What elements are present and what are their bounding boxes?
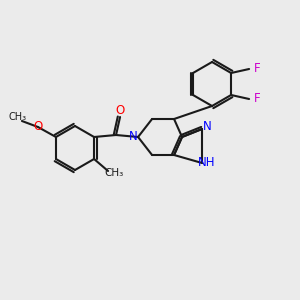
Text: O: O <box>116 104 125 118</box>
Text: NH: NH <box>198 157 216 169</box>
Text: CH₃: CH₃ <box>104 168 124 178</box>
Text: F: F <box>254 62 260 76</box>
Text: F: F <box>254 92 260 106</box>
Text: N: N <box>129 130 137 143</box>
Text: CH₃: CH₃ <box>9 112 27 122</box>
Text: N: N <box>203 121 212 134</box>
Text: O: O <box>33 121 43 134</box>
